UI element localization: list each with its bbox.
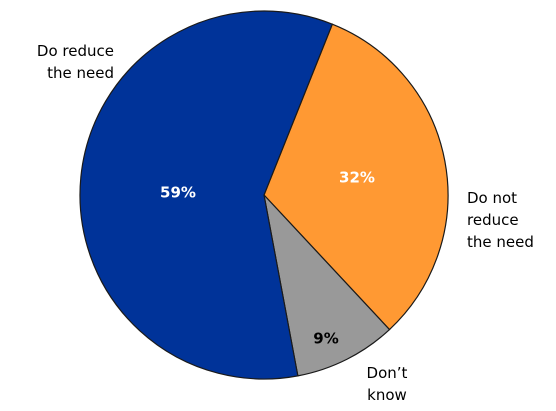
pie-category-labels: Do reduce the need Do not reduce the need Don… xyxy=(37,42,534,404)
pie-slice-do-reduce-the-need xyxy=(79,10,334,380)
pie-value-label: 32% xyxy=(339,169,375,187)
pie-category-label-line: Don’t xyxy=(367,364,408,382)
pie-category-label: Don’t know xyxy=(367,364,408,404)
pie-category-label-line: Do reduce xyxy=(37,42,114,60)
pie-slice-don-t-know xyxy=(263,193,391,377)
pie-slices xyxy=(79,10,449,380)
pie-category-label-line: the need xyxy=(467,233,534,251)
pie-value-labels: 59% 32% 9% xyxy=(160,169,375,348)
pie-category-label-line: the need xyxy=(47,64,114,82)
pie-category-label-line: know xyxy=(367,386,407,404)
pie-category-label-line: Do not xyxy=(467,189,517,207)
pie-category-label: Do reduce the need xyxy=(37,42,114,82)
pie-slice-do-not-reduce-the-need xyxy=(263,23,449,331)
pie-category-label-line: reduce xyxy=(467,211,519,229)
pie-category-label: Do not reduce the need xyxy=(467,189,534,251)
pie-value-label: 59% xyxy=(160,184,196,202)
pie-value-label: 9% xyxy=(313,330,338,348)
